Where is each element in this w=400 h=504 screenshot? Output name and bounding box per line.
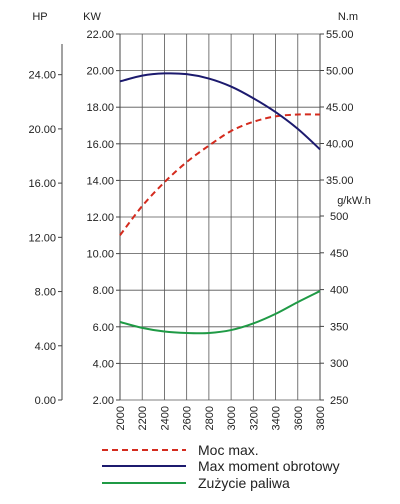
gkwh-tick-label: 500 bbox=[330, 211, 348, 223]
series-line-moc-max bbox=[119, 113, 321, 236]
kw-tick-label: 6.00 bbox=[93, 322, 114, 334]
nm-tick-label: 50.00 bbox=[326, 66, 354, 78]
gkwh-tick-label: 400 bbox=[330, 285, 348, 297]
gkwh-tick-label: 300 bbox=[330, 358, 348, 370]
gkwh-tick-label: 350 bbox=[330, 321, 348, 333]
x-tick-label: 2600 bbox=[182, 406, 194, 430]
x-tick-label: 2400 bbox=[159, 406, 171, 430]
gkwh-tick-label: 250 bbox=[330, 395, 348, 407]
series-line-max-moment-obrotowy bbox=[119, 72, 321, 151]
kw-tick-label: 16.00 bbox=[86, 139, 114, 151]
gkwh-tick-label: 450 bbox=[330, 248, 348, 260]
hp-tick-label: 4.00 bbox=[35, 341, 56, 353]
gkwh-axis-title: g/kW.h bbox=[337, 195, 371, 207]
x-tick-label: 3400 bbox=[271, 406, 283, 430]
hp-axis-title: HP bbox=[32, 11, 47, 23]
nm-tick-label: 45.00 bbox=[326, 102, 354, 114]
kw-tick-label: 12.00 bbox=[86, 212, 114, 224]
kw-tick-label: 14.00 bbox=[86, 175, 114, 187]
x-tick-label: 3600 bbox=[293, 406, 305, 430]
x-tick-label: 3200 bbox=[248, 406, 260, 430]
kw-tick-label: 20.00 bbox=[86, 66, 114, 78]
hp-tick-label: 12.00 bbox=[28, 232, 56, 244]
hp-tick-label: 20.00 bbox=[28, 124, 56, 136]
kw-tick-label: 2.00 bbox=[93, 395, 114, 407]
hp-tick-label: 8.00 bbox=[35, 287, 56, 299]
data-series bbox=[119, 72, 321, 335]
x-tick-label: 3000 bbox=[226, 406, 238, 430]
kw-tick-label: 8.00 bbox=[93, 285, 114, 297]
series-line-zuzycie-paliwa bbox=[119, 290, 321, 335]
kw-tick-label: 4.00 bbox=[93, 358, 114, 370]
nm-tick-label: 35.00 bbox=[326, 175, 354, 187]
legend-label-max-moment-obrotowy: Max moment obrotowy bbox=[198, 458, 340, 474]
kw-tick-label: 10.00 bbox=[86, 249, 114, 261]
kw-tick-label: 18.00 bbox=[86, 102, 114, 114]
nm-axis-title: N.m bbox=[338, 11, 358, 23]
hp-tick-label: 16.00 bbox=[28, 178, 56, 190]
legend-label-zuzycie-paliwa: Zużycie paliwa bbox=[198, 475, 290, 491]
x-tick-label: 2200 bbox=[137, 406, 149, 430]
nm-tick-label: 40.00 bbox=[326, 139, 354, 151]
kw-tick-label: 22.00 bbox=[86, 29, 114, 41]
nm-tick-label: 55.00 bbox=[326, 29, 354, 41]
kw-axis-title: KW bbox=[83, 11, 101, 23]
x-tick-label: 2000 bbox=[115, 406, 127, 430]
hp-tick-label: 0.00 bbox=[35, 395, 56, 407]
legend-label-moc-max: Moc max. bbox=[198, 442, 259, 458]
hp-tick-label: 24.00 bbox=[28, 70, 56, 82]
x-tick-label: 2800 bbox=[204, 406, 216, 430]
chart-axes: HP 0.00 4.00 8.00 12.00 16.00 20.00 24.00 KW 2.00… bbox=[28, 11, 370, 430]
x-tick-label: 3800 bbox=[315, 406, 327, 430]
